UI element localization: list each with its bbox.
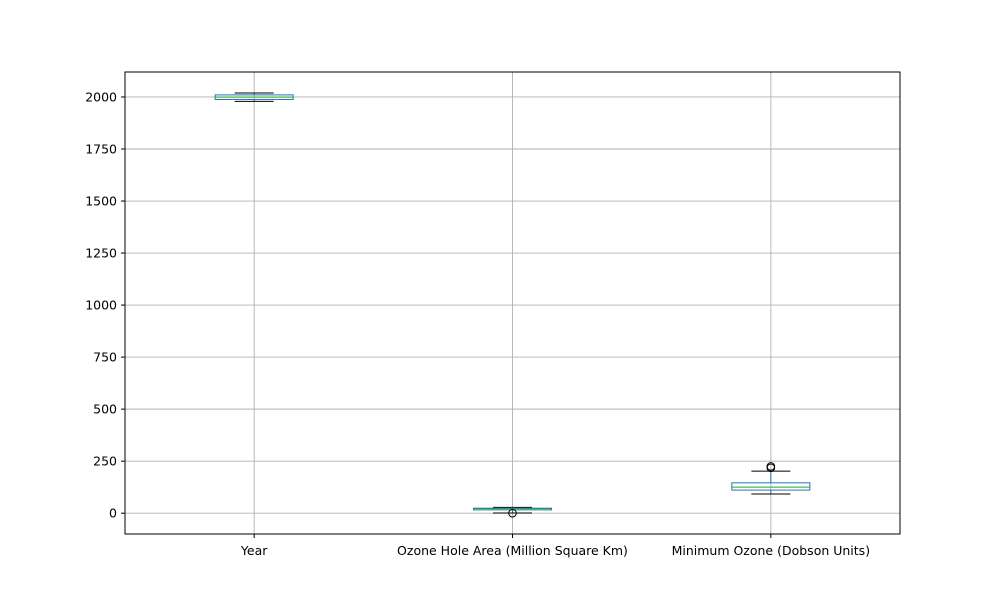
box-group — [731, 462, 811, 495]
y-tick-label: 500 — [93, 402, 117, 417]
y-tick-label: 2000 — [85, 89, 117, 104]
x-axis: Year Ozone Hole Area (Million Square Km) M… — [240, 534, 870, 558]
box-group — [214, 92, 294, 102]
y-tick-label: 1250 — [85, 246, 117, 261]
y-axis: 0 250 500 750 1000 1250 1500 1750 2000 — [85, 89, 125, 521]
y-tick-label: 750 — [93, 350, 117, 365]
grid-lines — [125, 72, 900, 534]
y-tick-label: 250 — [93, 454, 117, 469]
box-iqr — [731, 482, 811, 491]
box-group — [473, 506, 552, 518]
y-tick-label: 1750 — [85, 142, 117, 157]
outlier-point — [766, 462, 776, 471]
x-tick-label: Minimum Ozone (Dobson Units) — [672, 543, 871, 558]
y-tick-label: 1000 — [85, 298, 117, 313]
x-tick-label: Ozone Hole Area (Million Square Km) — [397, 543, 628, 558]
y-tick-label: 0 — [109, 506, 117, 521]
outlier-point — [508, 508, 517, 518]
box-series — [214, 92, 811, 518]
x-tick-label: Year — [240, 543, 268, 558]
y-tick-label: 1500 — [85, 194, 117, 209]
